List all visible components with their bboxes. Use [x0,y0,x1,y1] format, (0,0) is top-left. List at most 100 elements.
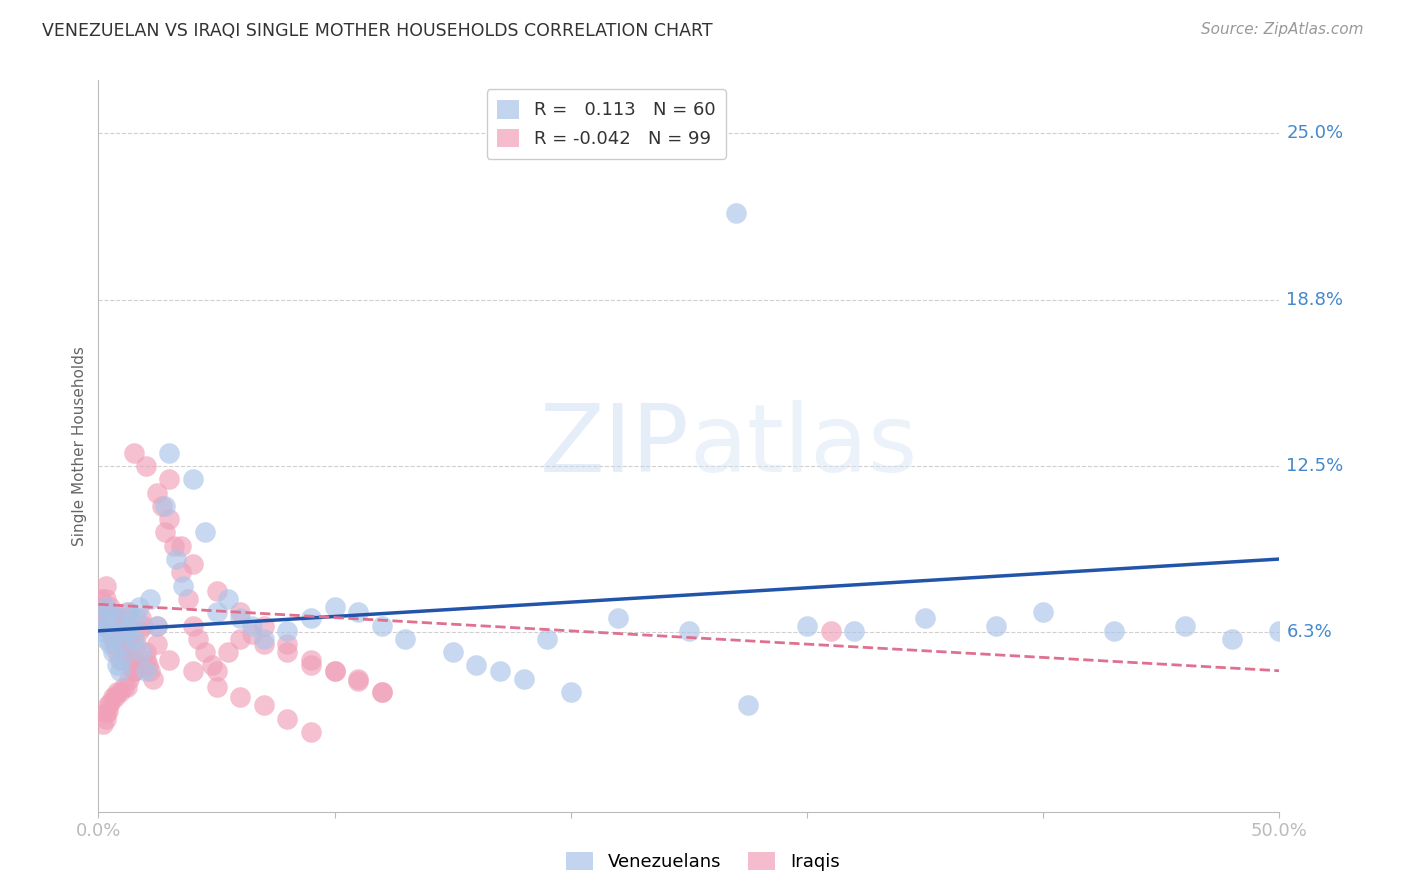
Text: 18.8%: 18.8% [1286,291,1344,309]
Point [104,624,127,638]
Point [146,485,169,500]
Point [153,499,176,513]
Point [229,632,252,646]
Point [276,645,298,659]
Point [299,658,322,673]
Point [122,653,145,667]
Point [111,653,134,667]
Point [157,445,180,459]
Point [101,690,124,705]
Point [139,664,162,678]
Point [118,653,141,667]
Point [97,704,120,718]
Point [125,637,148,651]
Point [489,664,512,678]
Point [170,539,193,553]
Point [163,539,186,553]
Point [194,525,217,540]
Point [229,690,252,705]
Point [153,525,176,540]
Point [299,610,322,624]
Point [105,685,128,699]
Point [914,610,936,624]
Point [229,610,252,624]
Point [101,632,124,646]
Point [347,672,370,686]
Point [136,658,159,673]
Point [122,632,145,646]
Point [371,685,394,699]
Text: ZIP: ZIP [540,400,689,492]
Point [128,599,150,614]
Point [135,664,157,678]
Point [441,645,464,659]
Point [94,599,117,614]
Point [142,672,165,686]
Point [205,680,228,694]
Point [347,605,370,619]
Point [108,653,131,667]
Point [132,618,155,632]
Point [299,725,322,739]
Point [240,626,263,640]
Point [536,632,558,646]
Point [135,458,157,473]
Point [253,698,276,713]
Point [177,591,200,606]
Point [97,698,120,713]
Point [115,645,138,659]
Point [371,618,394,632]
Text: 25.0%: 25.0% [1286,125,1344,143]
Point [146,618,169,632]
Point [1220,632,1243,646]
Point [229,605,252,619]
Point [146,618,169,632]
Point [135,645,157,659]
Point [122,664,145,678]
Point [465,658,488,673]
Point [112,680,135,694]
Point [165,552,187,566]
Point [108,664,131,678]
Point [94,632,117,646]
Point [122,664,145,678]
Point [98,696,121,710]
Point [91,618,114,632]
Point [181,472,204,486]
Point [105,610,128,624]
Point [299,653,322,667]
Point [94,591,117,606]
Point [94,610,117,624]
Point [146,637,169,651]
Point [253,618,276,632]
Point [678,624,700,638]
Point [253,637,276,651]
Point [796,618,818,632]
Point [121,618,143,632]
Point [105,658,128,673]
Point [737,698,759,713]
Point [118,672,141,686]
Point [1268,624,1291,638]
Point [104,637,127,651]
Point [121,658,143,673]
Point [1174,618,1197,632]
Point [98,599,121,614]
Point [139,591,162,606]
Point [984,618,1007,632]
Point [125,610,148,624]
Point [1032,605,1054,619]
Point [170,566,193,580]
Point [90,591,112,606]
Point [217,591,239,606]
Point [98,637,121,651]
Text: Source: ZipAtlas.com: Source: ZipAtlas.com [1201,22,1364,37]
Point [104,626,127,640]
Point [323,599,346,614]
Point [205,584,228,599]
Point [108,632,131,646]
Point [94,712,117,726]
Point [112,610,135,624]
Text: VENEZUELAN VS IRAQI SINGLE MOTHER HOUSEHOLDS CORRELATION CHART: VENEZUELAN VS IRAQI SINGLE MOTHER HOUSEH… [42,22,713,40]
Legend: Venezuelans, Iraqis: Venezuelans, Iraqis [560,845,846,879]
